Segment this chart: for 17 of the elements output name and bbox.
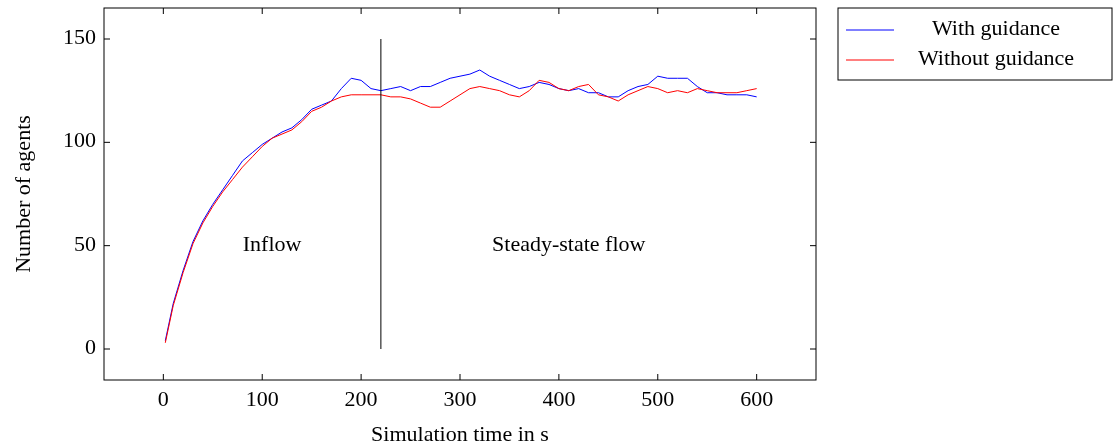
x-axis-title: Simulation time in s (371, 421, 549, 446)
x-tick-label: 300 (443, 386, 477, 411)
x-tick-label: 100 (245, 386, 279, 411)
y-tick-label: 100 (63, 127, 96, 153)
legend-label: With guidance (931, 15, 1061, 41)
y-tick-label: 0 (85, 334, 96, 360)
legend-label: Without guidance (917, 45, 1075, 71)
y-axis-title: Number of agents (10, 115, 35, 273)
annotation: Inflow (242, 230, 302, 256)
y-tick-label: 150 (63, 24, 96, 50)
y-tick-label: 50 (74, 230, 96, 256)
annotation: Steady-state flow (492, 230, 646, 256)
x-tick-label: 200 (344, 386, 378, 411)
x-tick-label: 400 (542, 386, 576, 411)
x-tick-label: 0 (157, 386, 169, 411)
x-tick-label: 500 (641, 386, 675, 411)
x-tick-label: 600 (740, 386, 774, 411)
